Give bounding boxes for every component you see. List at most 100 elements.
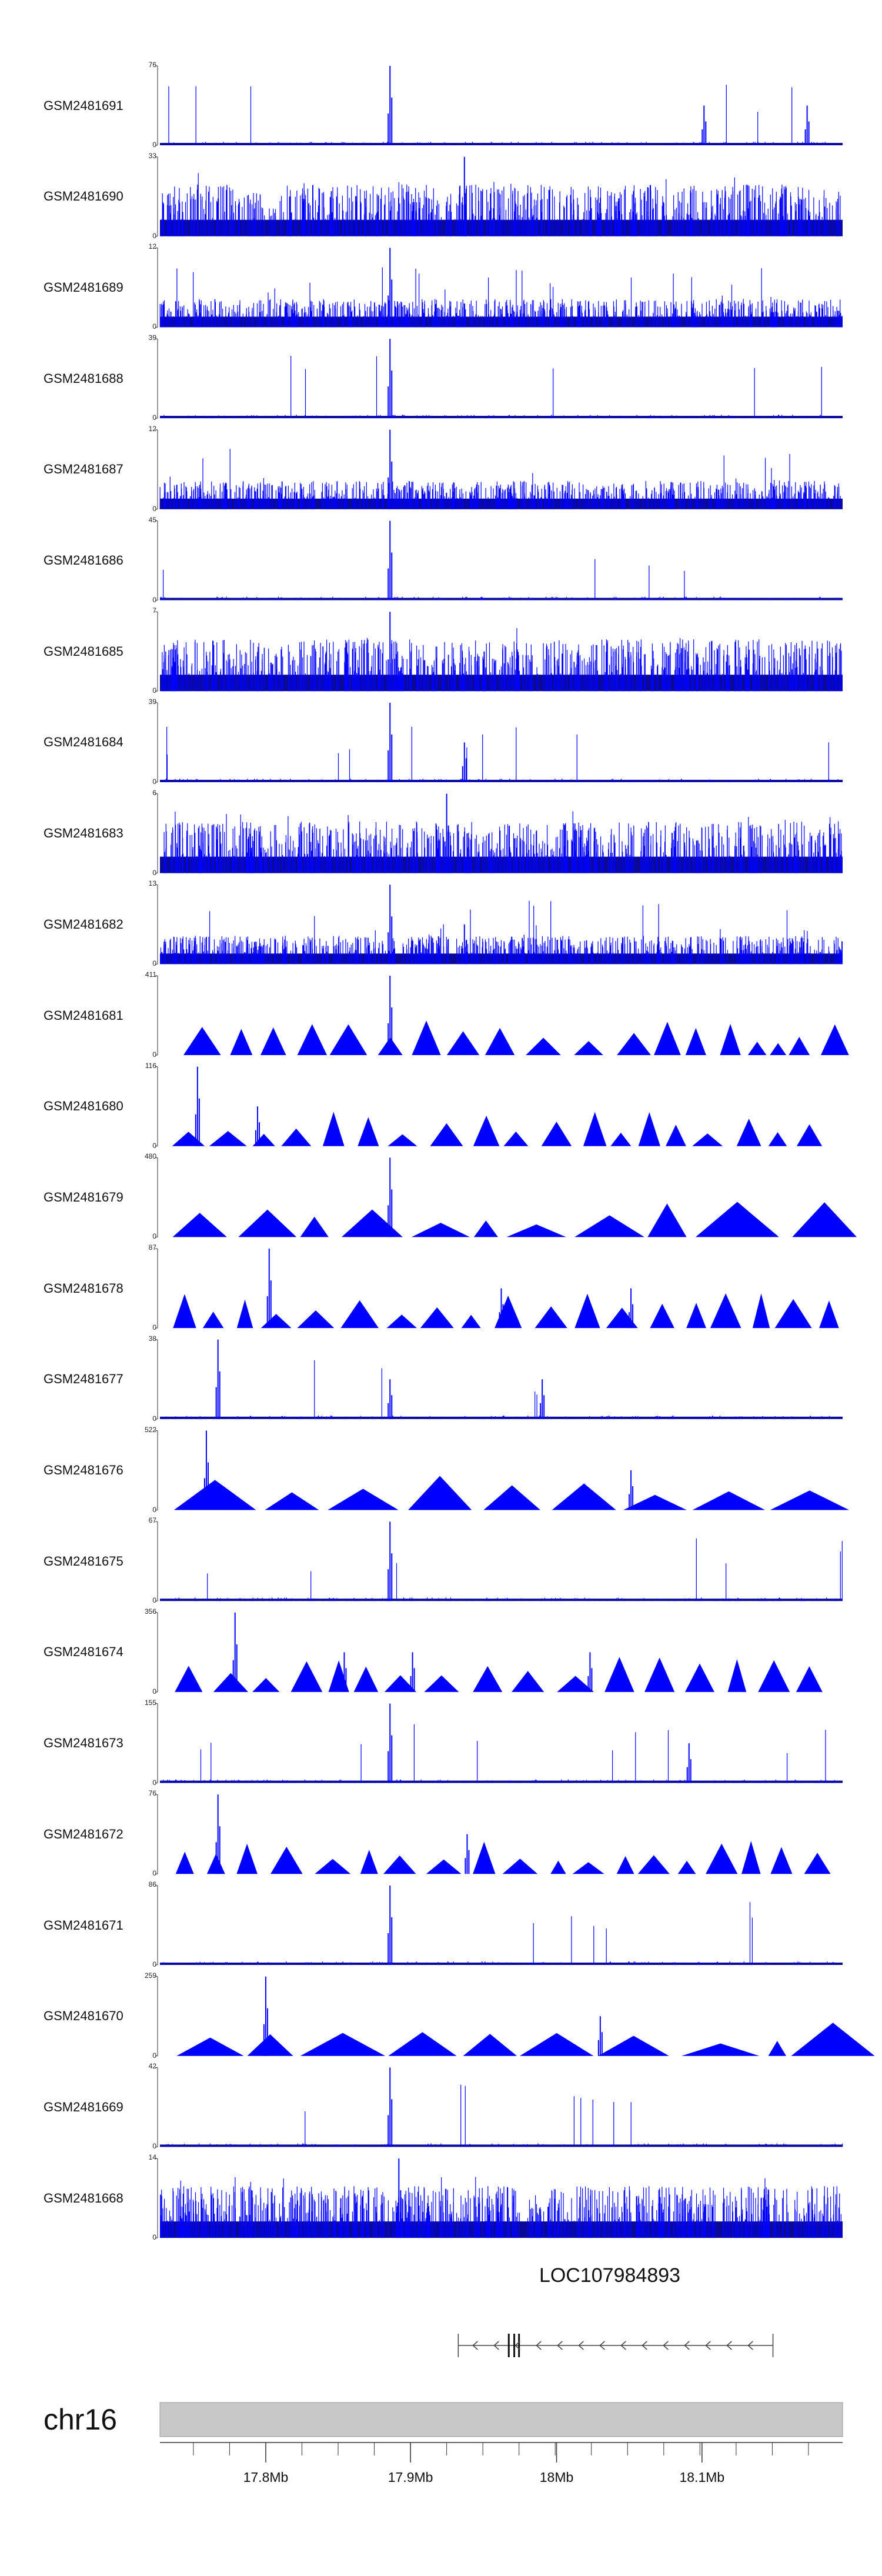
track-label: GSM2481682 — [44, 916, 123, 932]
y-axis-min: 0 — [152, 413, 156, 422]
y-axis-min: 0 — [152, 1232, 156, 1241]
y-axis-max: 522 — [144, 1425, 156, 1434]
signal-peak — [387, 1703, 393, 1783]
y-axis-max: 45 — [148, 515, 156, 524]
signal-baseline — [160, 1599, 843, 1601]
y-axis-min: 0 — [152, 1505, 156, 1514]
strand-arrow — [599, 2341, 605, 2350]
signal-peak — [387, 2067, 393, 2147]
signal-peak — [287, 196, 292, 236]
signal-peak — [387, 702, 393, 782]
track-label: GSM2481687 — [44, 462, 123, 477]
signal-peak — [203, 1430, 209, 1510]
strand-arrow — [472, 2341, 478, 2350]
signal-peak — [215, 1339, 220, 1419]
signal-bars — [163, 811, 842, 873]
y-axis-min: 0 — [152, 1960, 156, 1968]
signal-peak — [686, 1743, 691, 1783]
signal-peak — [387, 1521, 393, 1601]
y-axis-min: 0 — [152, 959, 156, 968]
strand-arrow — [663, 2341, 669, 2350]
signal-bars — [162, 1902, 834, 1965]
track-label: GSM2481681 — [44, 1007, 123, 1023]
signal-peak — [629, 1470, 634, 1510]
signal-peak — [499, 1288, 504, 1329]
y-axis-min: 0 — [152, 1323, 156, 1332]
signal-peak — [387, 1157, 393, 1237]
y-axis-min: 0 — [152, 1687, 156, 1696]
track-label: GSM2481689 — [44, 279, 123, 295]
y-axis-max: 480 — [144, 1152, 156, 1161]
axis-tick-label: 17.8Mb — [243, 2470, 289, 2485]
strand-arrow — [514, 2341, 520, 2350]
signal-peak — [597, 2016, 603, 2056]
signal-peak — [465, 833, 470, 873]
axis-tick-label: 17.9Mb — [387, 2470, 433, 2485]
y-axis-max: 76 — [148, 61, 156, 69]
signal-area — [160, 1476, 850, 1510]
y-axis-max: 14 — [148, 2153, 156, 2162]
track-label: GSM2481684 — [44, 735, 123, 750]
signal-baseline — [160, 143, 843, 145]
signal-bars — [160, 1538, 843, 1601]
signal-peak — [387, 1379, 393, 1419]
signal-peak — [444, 793, 449, 873]
y-axis-max: 39 — [148, 697, 156, 706]
strand-arrow — [536, 2341, 542, 2350]
track-label: GSM2481673 — [44, 1736, 123, 1751]
signal-peak — [387, 885, 393, 965]
y-axis-min: 0 — [152, 1050, 156, 1059]
y-axis-min: 0 — [152, 1778, 156, 1787]
track-label: GSM2481670 — [44, 2008, 123, 2024]
signal-peak — [540, 1379, 545, 1419]
gene-label: LOC107984893 — [539, 2264, 681, 2287]
signal-peak — [804, 105, 810, 145]
track-label: GSM2481668 — [44, 2190, 123, 2205]
signal-baseline — [160, 416, 843, 419]
signal-area — [160, 1112, 843, 1146]
y-axis-min: 0 — [152, 1596, 156, 1605]
signal-peak — [482, 651, 487, 692]
track-label: GSM2481674 — [44, 1644, 123, 1660]
track-label: GSM2481691 — [44, 98, 123, 113]
y-axis-min: 0 — [152, 322, 156, 331]
signal-peak — [387, 976, 393, 1055]
y-axis-max: 356 — [144, 1607, 156, 1616]
signal-peak — [232, 1612, 238, 1692]
y-axis-min: 0 — [152, 504, 156, 513]
signal-peak — [701, 105, 707, 145]
signal-bars — [160, 900, 843, 965]
signal-peak — [338, 2198, 343, 2238]
y-axis-max: 116 — [145, 1061, 156, 1070]
signal-peak — [215, 1794, 220, 1874]
signal-peak — [387, 248, 393, 328]
track-label: GSM2481672 — [44, 1826, 123, 1841]
track-label: GSM2481676 — [44, 1463, 123, 1477]
signal-area — [160, 1020, 849, 1055]
signal-bars — [161, 1360, 842, 1419]
signal-bars — [160, 356, 842, 419]
y-axis-max: 67 — [148, 1516, 156, 1525]
signal-peak — [462, 156, 467, 236]
y-axis-max: 12 — [148, 242, 156, 251]
track-label: GSM2481686 — [44, 553, 123, 568]
signal-bars — [159, 449, 841, 509]
signal-peak — [465, 1834, 470, 1874]
y-axis-max: 38 — [148, 1334, 156, 1343]
strand-arrow — [705, 2341, 711, 2350]
track-label: GSM2481675 — [44, 1553, 123, 1569]
y-axis-max: 87 — [148, 1243, 156, 1252]
signal-baseline — [160, 1780, 843, 1783]
y-axis-min: 0 — [152, 2051, 156, 2060]
track-label: GSM2481685 — [44, 643, 123, 659]
signal-peak — [462, 742, 467, 782]
y-axis-min: 0 — [152, 868, 156, 877]
axis-tick-label: 18Mb — [539, 2470, 574, 2485]
track-label: GSM2481669 — [44, 2099, 123, 2114]
signal-baseline — [160, 2144, 843, 2147]
strand-arrow — [620, 2341, 626, 2350]
strand-arrow — [642, 2341, 647, 2350]
y-axis-min: 0 — [152, 595, 156, 604]
signal-area — [160, 2023, 875, 2056]
